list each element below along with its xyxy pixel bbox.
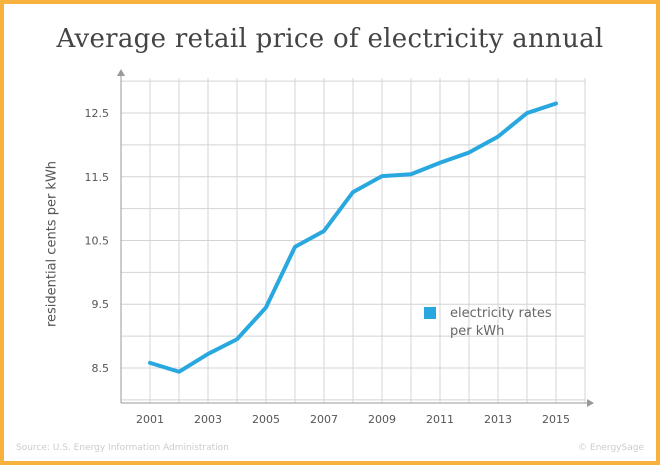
- data-point: [496, 135, 500, 139]
- x-tick-label: 2003: [194, 413, 222, 426]
- data-point: [525, 111, 529, 115]
- y-tick-label: 9.5: [92, 298, 110, 311]
- y-tick-label: 10.5: [85, 235, 110, 248]
- axes: [117, 69, 594, 407]
- data-point: [467, 151, 471, 155]
- data-point: [148, 361, 152, 365]
- y-axis-label: residential cents per kWh: [44, 160, 60, 328]
- series-line: [148, 101, 558, 374]
- y-tick-labels: 8.5 9.5 10.5 11.5 12.5: [85, 107, 110, 375]
- x-axis-arrow: [587, 399, 594, 407]
- x-tick-label: 2005: [252, 413, 280, 426]
- y-tick-label: 11.5: [85, 171, 110, 184]
- x-tick-label: 2001: [136, 413, 164, 426]
- legend-swatch: [424, 307, 436, 319]
- chart-title: Average retail price of electricity annu…: [56, 24, 604, 54]
- x-tick-label: 2011: [426, 413, 454, 426]
- data-point: [554, 101, 558, 105]
- data-point: [409, 172, 413, 176]
- x-tick-label: 2013: [484, 413, 512, 426]
- data-point: [380, 174, 384, 178]
- data-point: [293, 245, 297, 249]
- brand-note: © EnergySage: [578, 443, 644, 453]
- data-point: [264, 305, 268, 309]
- x-tick-label: 2009: [368, 413, 396, 426]
- y-tick-label: 8.5: [92, 362, 110, 375]
- x-tick-label: 2015: [542, 413, 570, 426]
- y-tick-label: 12.5: [85, 107, 110, 120]
- source-note: Source: U.S. Energy Information Administ…: [16, 443, 229, 453]
- legend: electricity rates per kWh: [424, 305, 560, 341]
- data-point: [206, 352, 210, 356]
- data-point: [351, 190, 355, 194]
- data-point: [322, 229, 326, 233]
- data-point: [177, 370, 181, 374]
- y-axis-arrow: [117, 69, 125, 76]
- x-tick-labels: 2001 2003 2005 2007 2009 2011 2013 2015: [136, 413, 570, 426]
- legend-label: electricity rates per kWh: [450, 306, 552, 339]
- data-point: [235, 337, 239, 341]
- series-layer: [148, 101, 558, 374]
- data-point: [438, 161, 442, 165]
- x-tick-label: 2007: [310, 413, 338, 426]
- grid-lines: [121, 78, 586, 403]
